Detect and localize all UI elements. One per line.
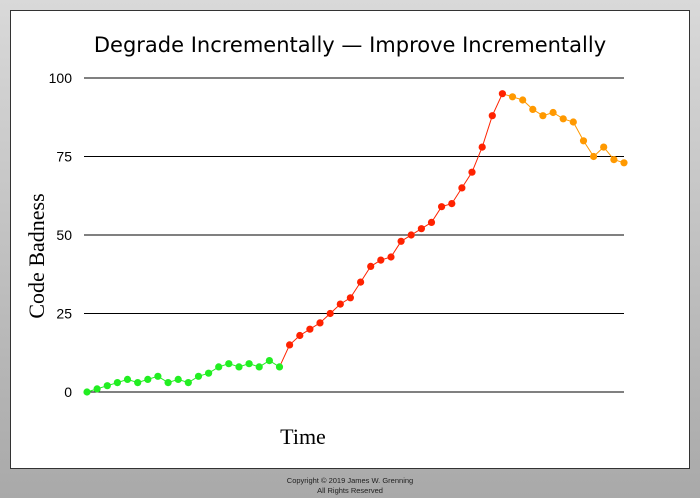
- data-point: [610, 156, 618, 164]
- data-point: [519, 96, 527, 104]
- data-point: [144, 375, 152, 383]
- data-point: [164, 379, 172, 387]
- y-tick-label: 0: [64, 384, 72, 400]
- y-tick-labels: 0 25 50 75 100: [49, 70, 73, 400]
- data-point: [448, 200, 456, 208]
- copyright-notice: Copyright © 2019 James W. Grenning All R…: [0, 476, 700, 496]
- data-point: [265, 357, 273, 365]
- data-point: [539, 112, 547, 120]
- data-point: [346, 294, 354, 302]
- data-point: [407, 231, 415, 239]
- data-point: [569, 118, 577, 126]
- data-point: [174, 375, 182, 383]
- data-point: [377, 256, 385, 264]
- rights-line: All Rights Reserved: [317, 486, 383, 495]
- data-point: [215, 363, 223, 371]
- x-axis-label: Time: [280, 424, 326, 449]
- data-point: [336, 300, 344, 308]
- y-tick-label: 100: [49, 70, 73, 86]
- chart-title: Degrade Incrementally — Improve Incremen…: [93, 33, 607, 57]
- data-point: [590, 152, 598, 161]
- series-line-3: [502, 93, 625, 164]
- data-point: [579, 137, 588, 145]
- data-point: [275, 363, 284, 371]
- data-point: [417, 225, 425, 233]
- data-point: [549, 108, 557, 117]
- data-point: [397, 237, 405, 245]
- data-point: [205, 369, 213, 377]
- data-point: [235, 363, 243, 371]
- series-lines: [86, 93, 625, 393]
- data-point: [83, 388, 91, 396]
- data-point: [316, 319, 324, 327]
- gridlines: [84, 77, 624, 393]
- data-points: [83, 90, 628, 396]
- data-point: [184, 379, 192, 387]
- y-tick-label: 25: [56, 306, 72, 322]
- data-point: [468, 168, 476, 176]
- data-point: [387, 253, 395, 261]
- data-point: [306, 325, 314, 333]
- data-point: [113, 379, 121, 387]
- data-point: [508, 93, 517, 101]
- data-point: [478, 143, 486, 151]
- data-point: [286, 341, 294, 349]
- data-point: [103, 382, 111, 390]
- series-line-2: [279, 93, 503, 368]
- data-point: [255, 363, 263, 371]
- data-point: [559, 115, 567, 123]
- y-tick-label: 75: [56, 149, 72, 165]
- data-point: [93, 385, 101, 393]
- data-point: [498, 90, 506, 98]
- data-point: [134, 379, 142, 387]
- data-point: [326, 309, 334, 318]
- data-point: [194, 372, 203, 380]
- data-point: [529, 105, 537, 113]
- data-point: [296, 331, 304, 340]
- data-point: [225, 360, 233, 368]
- data-point: [123, 375, 132, 383]
- data-point: [357, 278, 365, 286]
- data-point: [367, 262, 375, 270]
- data-point: [458, 184, 466, 192]
- copyright-line: Copyright © 2019 James W. Grenning: [286, 476, 414, 485]
- data-point: [427, 218, 436, 226]
- data-point: [154, 372, 162, 380]
- data-point: [488, 112, 496, 120]
- data-point: [600, 143, 608, 151]
- data-point: [245, 360, 253, 368]
- y-tick-label: 50: [56, 227, 72, 243]
- data-point: [620, 159, 628, 167]
- y-axis-label: Code Badness: [24, 193, 49, 318]
- data-point: [438, 203, 446, 211]
